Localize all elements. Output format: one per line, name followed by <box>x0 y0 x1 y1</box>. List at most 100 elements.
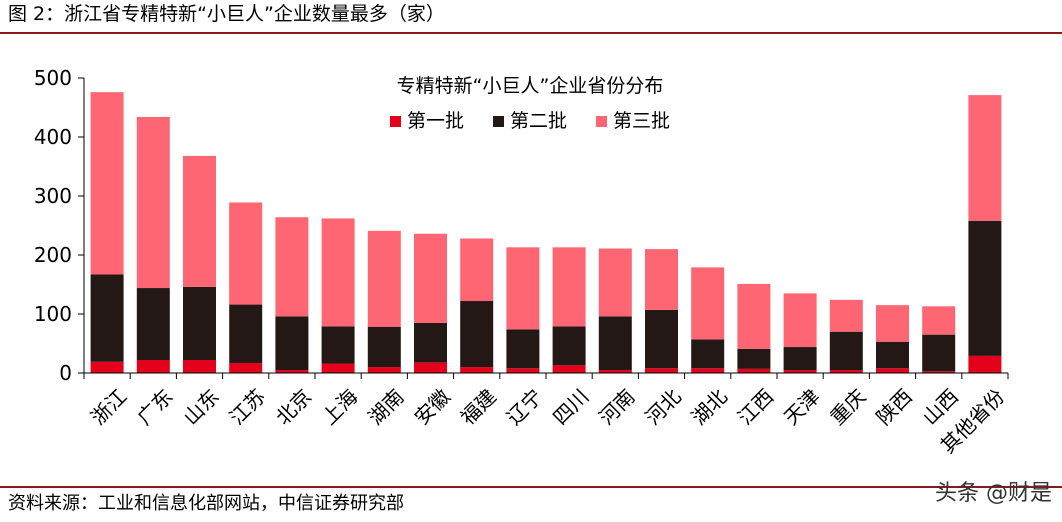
x-tick-label: 广东 <box>132 384 177 429</box>
x-tick-label: 北京 <box>271 384 316 429</box>
y-tick-label: 300 <box>34 184 72 208</box>
bar-segment <box>552 326 586 366</box>
bar-segment <box>922 306 956 335</box>
bar-segment <box>645 249 678 310</box>
bar-segment <box>876 341 909 369</box>
bar-segment <box>598 370 632 373</box>
x-tick-label: 陕西 <box>872 384 917 429</box>
bar-segment <box>367 367 401 373</box>
bottom-rule <box>0 486 1062 488</box>
bar-segment <box>968 95 1002 221</box>
bars <box>90 92 1002 373</box>
bar-segment <box>829 370 863 373</box>
bar-segment <box>414 362 447 373</box>
x-tick-label: 江苏 <box>225 384 270 429</box>
bar-segment <box>321 326 355 364</box>
bar-segment <box>645 368 678 373</box>
x-tick-label: 重庆 <box>825 384 870 429</box>
bar-segment <box>922 371 956 373</box>
bar-segment <box>737 348 771 369</box>
bar-segment <box>367 230 401 327</box>
legend-label: 第一批 <box>407 110 464 132</box>
bar-segment <box>552 247 586 327</box>
x-tick-label: 山东 <box>179 384 224 429</box>
bar-segment <box>506 247 540 330</box>
bar-segment <box>829 299 863 332</box>
bar-segment <box>968 220 1002 356</box>
x-axis: 浙江 广东 山东 江苏 北京 上海 湖南 安徽 福建 辽宁 四川 河南 河北 湖北 江西 天津 重庆 陕西 山西其他… <box>83 372 1009 458</box>
bar-segment <box>90 92 124 275</box>
bar-segment <box>229 304 263 363</box>
bar-segment <box>737 283 771 349</box>
bar-segment <box>876 305 909 342</box>
bar-segment <box>321 218 355 327</box>
bar-segment <box>229 202 263 305</box>
source-note: 资料来源：工业和信息化部网站，中信证券研究部 <box>8 493 404 514</box>
bar-segment <box>460 367 494 373</box>
bar-segment <box>229 362 263 373</box>
x-tick-label: 四川 <box>548 384 593 429</box>
bar-segment <box>183 286 216 361</box>
x-tick-label: 福建 <box>456 384 501 429</box>
bar-segment <box>136 116 170 289</box>
bar-segment <box>136 360 170 373</box>
x-tick-label: 安徽 <box>410 384 455 429</box>
bar-segment <box>598 316 632 371</box>
y-tick-label: 200 <box>34 243 72 267</box>
x-tick-label: 上海 <box>317 384 362 429</box>
bar-segment <box>90 361 124 373</box>
bar-segment <box>598 248 632 317</box>
bar-segment <box>829 331 863 371</box>
bar-segment <box>922 334 956 372</box>
bar-segment <box>691 267 725 340</box>
chart-title: 专精特新“小巨人”企业省份分布 <box>397 75 664 97</box>
y-tick-label: 500 <box>34 66 72 90</box>
x-tick-label: 浙江 <box>86 384 131 429</box>
x-tick-label: 辽宁 <box>502 384 547 429</box>
y-tick-label: 100 <box>34 302 72 326</box>
bar-segment <box>460 238 494 302</box>
bar-segment <box>183 155 216 287</box>
legend-swatch <box>390 116 401 127</box>
bar-segment <box>90 274 124 362</box>
bar-segment <box>367 326 401 368</box>
bar-segment <box>275 316 309 371</box>
bar-segment <box>691 339 725 369</box>
bar-segment <box>691 368 725 373</box>
x-tick-label: 湖南 <box>363 384 408 429</box>
x-tick-label: 江西 <box>733 384 778 429</box>
y-axis: 0 100 200 300 400 500 <box>34 66 85 385</box>
legend: 第一批 第二批 第三批 <box>390 110 670 132</box>
watermark: 头条 @财是 <box>935 481 1052 506</box>
bar-segment <box>136 288 170 361</box>
x-tick-label: 天津 <box>779 384 824 429</box>
bar-segment <box>783 293 817 348</box>
bar-segment <box>460 301 494 368</box>
chart: 专精特新“小巨人”企业省份分布 第一批 第二批 第三批 0 100 200 300 400 5… <box>34 66 1009 458</box>
legend-label: 第二批 <box>510 110 567 132</box>
bar-segment <box>414 322 447 363</box>
bar-segment <box>183 360 216 373</box>
x-tick-label: 河北 <box>641 384 686 429</box>
legend-swatch <box>493 116 504 127</box>
bar-segment <box>275 217 309 317</box>
bar-segment <box>645 309 678 369</box>
y-tick-label: 400 <box>34 125 72 149</box>
bar-segment <box>876 368 909 373</box>
bar-segment <box>506 329 540 369</box>
bar-segment <box>506 368 540 373</box>
bar-segment <box>321 363 355 373</box>
x-tick-label: 河南 <box>594 384 639 429</box>
legend-swatch <box>596 116 607 127</box>
bar-segment <box>414 233 447 323</box>
top-rule <box>0 32 1062 34</box>
legend-label: 第三批 <box>613 110 670 132</box>
figure-title: 图 2：浙江省专精特新“小巨人”企业数量最多（家） <box>8 3 445 25</box>
bar-segment <box>552 365 586 373</box>
x-tick-label: 湖北 <box>687 384 732 429</box>
bar-segment <box>783 347 817 371</box>
bar-segment <box>968 355 1002 373</box>
bar-segment <box>783 370 817 373</box>
y-tick-label: 0 <box>59 361 72 385</box>
bar-segment <box>275 370 309 373</box>
